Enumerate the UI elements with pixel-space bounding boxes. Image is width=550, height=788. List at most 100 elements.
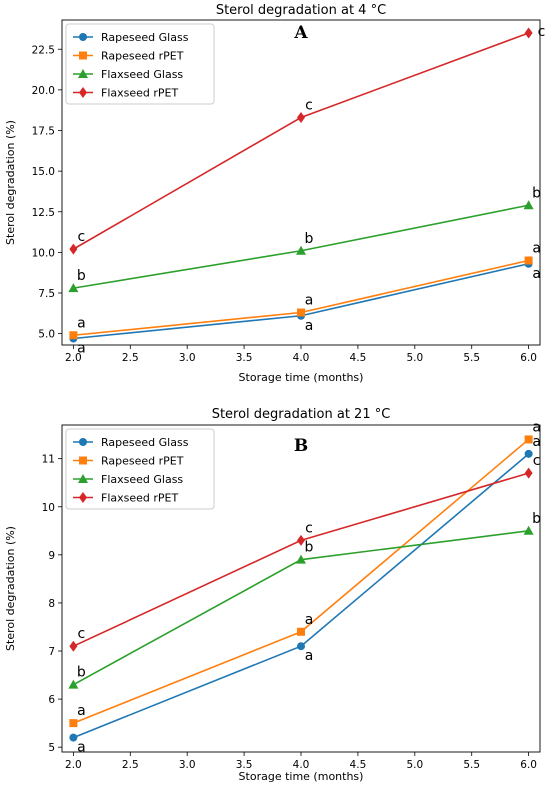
- significance-label: c: [305, 520, 313, 536]
- legend-label: Rapeseed rPET: [101, 455, 184, 468]
- significance-label: a: [77, 315, 86, 331]
- legend-label: Flaxseed rPET: [101, 87, 178, 100]
- y-tick-label: 5: [48, 742, 55, 754]
- y-tick-label: 9: [48, 550, 55, 562]
- y-tick-label: 10.0: [32, 247, 55, 259]
- x-tick-label: 5.0: [406, 759, 423, 771]
- x-tick-label: 5.0: [406, 352, 423, 364]
- data-point: [524, 27, 533, 39]
- x-tick-label: 2.0: [65, 759, 82, 771]
- x-axis-label: Storage time (months): [239, 770, 364, 783]
- data-point: [69, 243, 78, 255]
- x-tick-label: 2.0: [65, 352, 82, 364]
- data-point: [296, 554, 306, 564]
- significance-label: a: [532, 266, 541, 282]
- x-tick-label: 5.5: [463, 352, 480, 364]
- data-point: [297, 308, 305, 317]
- x-tick-label: 3.5: [236, 352, 253, 364]
- x-tick-label: 5.5: [463, 759, 480, 771]
- legend-marker: [79, 33, 87, 41]
- significance-label: a: [77, 703, 86, 719]
- y-axis-label: Sterol degradation (%): [4, 120, 17, 245]
- chart-panel-b: Sterol degradation at 21 °C 2.0 2.5 3.0 3.5 4…: [4, 407, 541, 783]
- data-point: [69, 640, 78, 652]
- data-point: [524, 435, 533, 444]
- data-point: [69, 719, 78, 728]
- legend-entry: Rapeseed Glass: [73, 436, 189, 449]
- significance-label: c: [78, 626, 86, 642]
- series-line: [73, 259, 529, 337]
- y-tick-label: 11: [42, 454, 55, 466]
- series-rapeseed-rpet: aaa: [69, 419, 541, 728]
- series-flaxseed-rpet: c c c: [69, 453, 540, 652]
- y-tick-label: 10: [42, 502, 55, 514]
- series-rapeseed-rpet: aaa: [69, 241, 541, 340]
- legend-entry: Rapeseed rPET: [73, 455, 184, 468]
- chart-title: Sterol degradation at 21 °C: [212, 407, 391, 422]
- legend: Rapeseed Glass Rapeseed rPET Flaxseed Glas…: [65, 428, 215, 510]
- significance-label: b: [532, 511, 541, 527]
- legend-marker: [79, 438, 87, 446]
- y-tick-label: 7: [48, 646, 55, 658]
- significance-label: b: [532, 185, 541, 201]
- data-point: [524, 449, 533, 458]
- legend-marker: [78, 69, 88, 78]
- y-tick-label: 8: [48, 598, 55, 610]
- x-tick-label: 4.5: [350, 352, 367, 364]
- data-point: [68, 283, 79, 293]
- data-point: [296, 245, 306, 255]
- panel-letter: B: [294, 436, 308, 456]
- significance-label: a: [305, 612, 314, 628]
- legend-entry: Rapeseed rPET: [73, 50, 184, 63]
- x-tick-label: 6.0: [520, 352, 537, 364]
- y-tick-label: 5.0: [38, 329, 55, 341]
- legend-marker: [79, 456, 87, 465]
- x-tick-label: 6.0: [520, 759, 537, 771]
- y-tick-label: 7.5: [38, 288, 55, 300]
- y-tick-label: 15.0: [32, 166, 55, 178]
- legend-marker: [78, 474, 88, 483]
- series-rapeseed-glass: a a a: [69, 434, 541, 756]
- y-axis-label: Sterol degradation (%): [4, 526, 17, 651]
- legend-marker: [79, 492, 87, 503]
- legend-label: Flaxseed rPET: [101, 492, 178, 505]
- x-tick-label: 4.0: [293, 352, 310, 364]
- legend-label: Flaxseed Glass: [101, 68, 183, 81]
- x-tick-label: 3.0: [179, 352, 196, 364]
- data-point: [69, 331, 78, 340]
- significance-label: a: [77, 341, 86, 357]
- legend-entry: Flaxseed rPET: [73, 492, 178, 505]
- chart-title: Sterol degradation at 4 °C: [216, 3, 386, 18]
- y-tick-label: 22.5: [32, 44, 55, 56]
- legend-box: [65, 23, 215, 105]
- legend-entry: Flaxseed Glass: [73, 68, 183, 81]
- series-line: [72, 530, 529, 686]
- chart-panel-a: Sterol degradation at 4 °C 2.0 2.5 3.0 3.5 4.…: [4, 3, 545, 384]
- panel-letter: A: [293, 23, 308, 43]
- data-point: [297, 534, 305, 546]
- x-tick-label: 2.5: [122, 759, 139, 771]
- x-tick-label: 3.5: [236, 759, 253, 771]
- x-tick-label: 4.5: [350, 759, 367, 771]
- legend-label: Rapeseed Glass: [101, 436, 189, 449]
- y-tick-label: 6: [48, 694, 55, 706]
- y-tick-label: 17.5: [32, 126, 55, 138]
- significance-label: a: [305, 318, 314, 334]
- significance-label: c: [538, 24, 546, 40]
- legend-label: Flaxseed Glass: [101, 473, 183, 486]
- significance-label: a: [532, 241, 541, 257]
- legend-entry: Flaxseed rPET: [73, 87, 178, 100]
- series-flaxseed-rpet: c c c: [69, 24, 545, 255]
- significance-label: a: [532, 434, 541, 450]
- significance-label: c: [533, 453, 541, 469]
- legend-label: Rapeseed Glass: [101, 31, 189, 44]
- significance-label: a: [532, 419, 541, 435]
- x-tick-label: 2.5: [122, 352, 139, 364]
- legend: Rapeseed Glass Rapeseed rPET Flaxseed Glas…: [65, 23, 215, 105]
- legend-box: [65, 428, 215, 510]
- y-tick-label: 12.5: [32, 207, 55, 219]
- significance-label: a: [305, 648, 314, 664]
- series-flaxseed-glass: b b b: [68, 511, 541, 689]
- significance-label: a: [305, 293, 314, 309]
